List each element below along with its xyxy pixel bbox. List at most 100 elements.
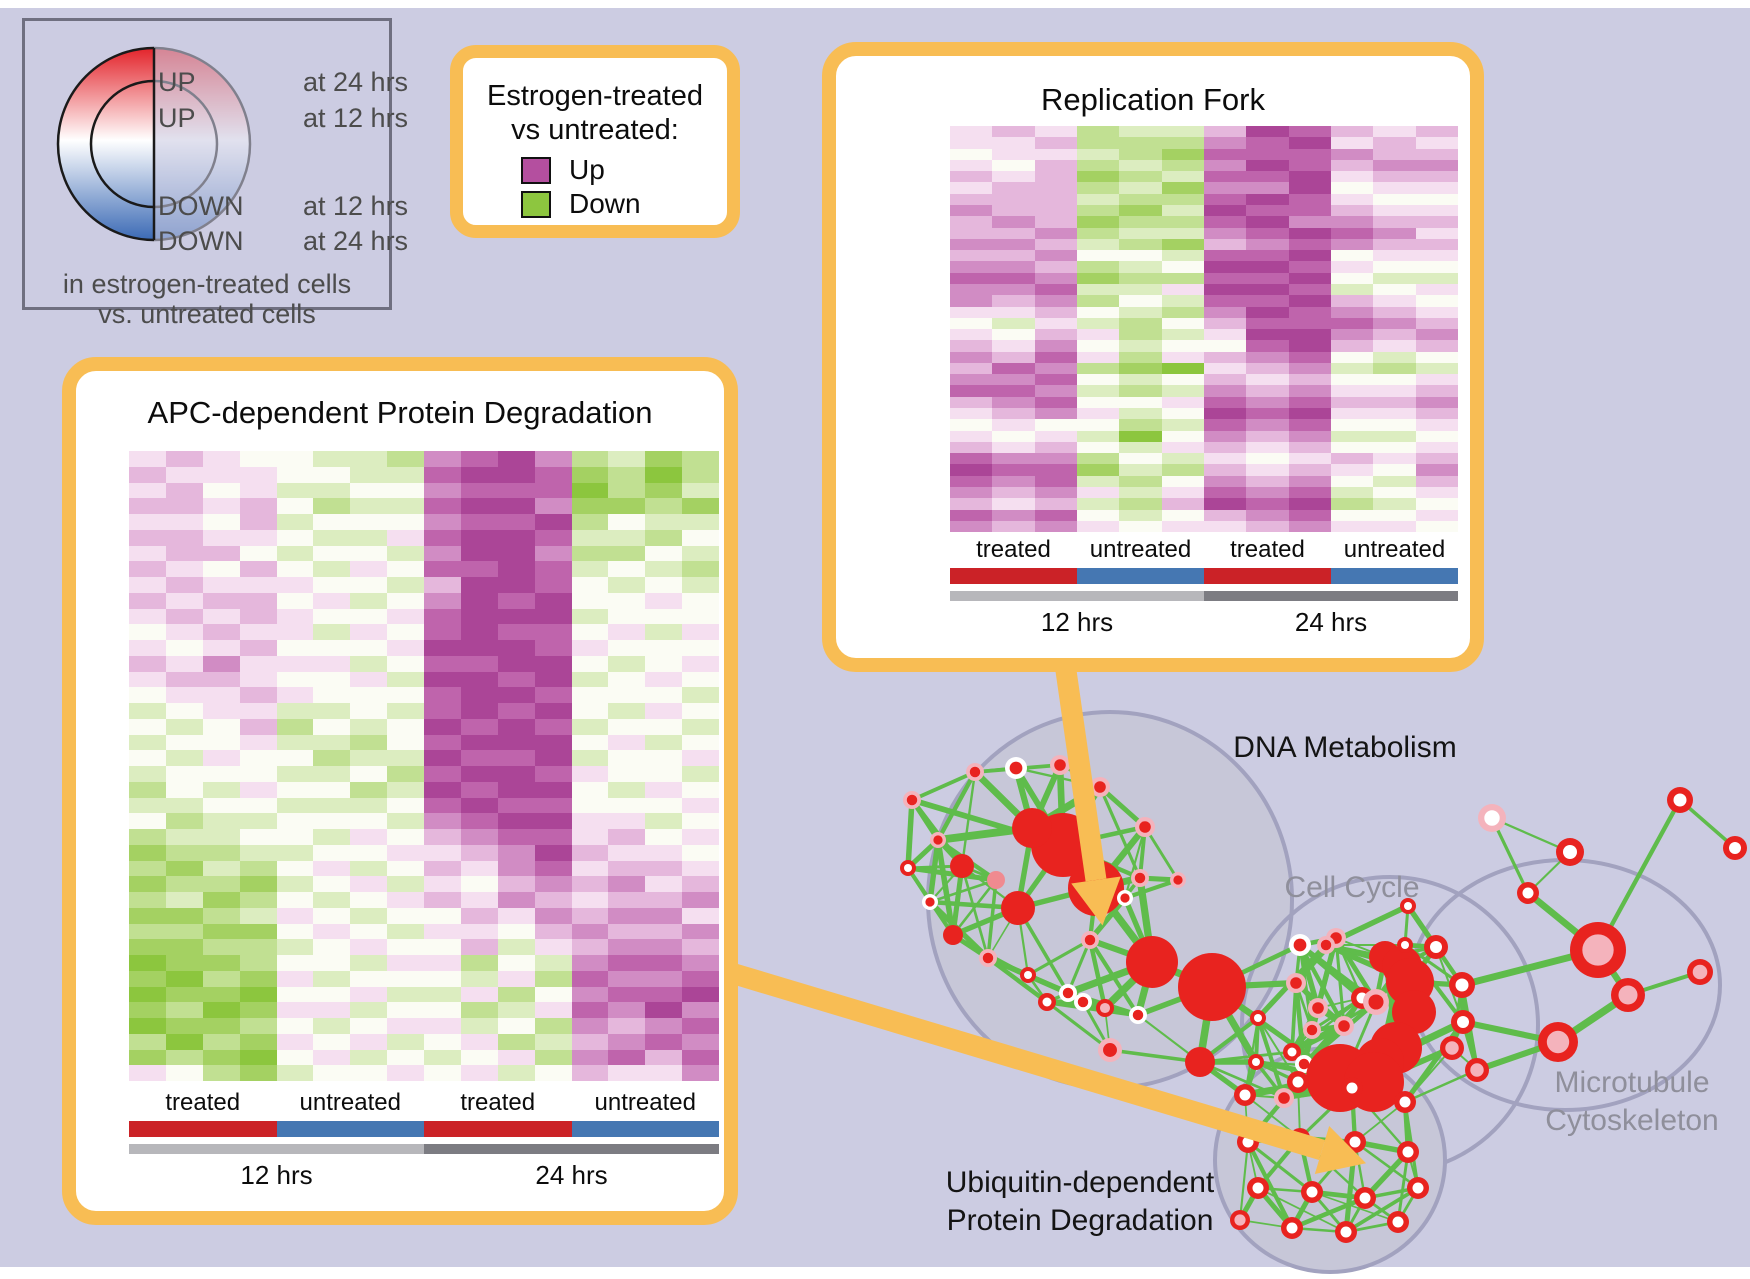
heatmap-cell: [571, 781, 609, 798]
heatmap-cell: [992, 520, 1035, 533]
heatmap-cell: [460, 1065, 498, 1081]
heatmap-cell: [129, 608, 166, 625]
heatmap-row: [129, 797, 719, 814]
heatmap-cell: [1161, 159, 1204, 172]
heatmap-cell: [165, 671, 203, 688]
heatmap-cell: [571, 970, 609, 987]
heatmap-cell: [950, 374, 993, 386]
heatmap-cell: [202, 844, 240, 861]
heatmap-cell: [682, 640, 719, 656]
heatmap-cell: [645, 451, 683, 467]
heatmap-cell: [1330, 430, 1374, 442]
heatmap-cell: [992, 306, 1035, 318]
heatmap-cell: [534, 624, 572, 640]
heatmap-cell: [387, 561, 424, 577]
heatmap-cell: [534, 687, 572, 703]
heatmap-cell: [129, 939, 166, 955]
heatmap-cell: [387, 829, 424, 845]
heatmap-cell: [1119, 408, 1162, 420]
heatmap-cell: [682, 655, 719, 672]
heatmap-cell: [1288, 340, 1331, 352]
heatmap-cell: [1330, 351, 1374, 363]
heatmap-cell: [1161, 340, 1204, 352]
heatmap-cell: [202, 640, 240, 656]
heatmap-row: [950, 430, 1458, 442]
heatmap-cell: [460, 986, 498, 1003]
network-edge: [1098, 786, 1142, 879]
heatmap-cell: [129, 876, 166, 892]
heatmap-cell: [571, 624, 609, 640]
heatmap-cell: [387, 907, 424, 924]
heatmap-cell: [350, 970, 388, 987]
heatmap-cell: [424, 970, 461, 987]
heatmap-cell: [608, 1049, 646, 1066]
heatmap-cell: [313, 781, 351, 798]
heatmap-cell: [1203, 126, 1247, 138]
heatmap-cell: [424, 844, 461, 861]
network-edge: [1124, 878, 1179, 900]
heatmap-cell: [165, 655, 203, 672]
heatmap-cell: [1203, 317, 1247, 330]
heatmap-cell: [424, 687, 461, 703]
heatmap-cell: [460, 844, 498, 861]
heatmap-cell: [276, 624, 314, 640]
heatmap-cell: [202, 592, 240, 609]
heatmap-cell: [645, 1018, 683, 1034]
heatmap-cell: [1161, 453, 1204, 465]
heatmap-cell: [424, 640, 461, 656]
heatmap-cell: [350, 608, 388, 625]
heatmap-cell: [1246, 509, 1289, 521]
heatmap-row: [950, 385, 1458, 397]
network-node-core: [1252, 1182, 1264, 1194]
heatmap-cell: [682, 671, 719, 688]
heatmap-cell: [165, 498, 203, 514]
heatmap-cell: [1415, 295, 1458, 307]
heatmap-cell: [1203, 261, 1247, 273]
heatmap-cell: [1246, 126, 1289, 138]
heatmap-cell: [1330, 283, 1374, 296]
heatmap-row: [129, 608, 719, 625]
heatmap-cell: [571, 545, 609, 562]
heatmap-cell: [608, 766, 646, 782]
heatmap-cell: [1119, 137, 1162, 149]
network-node-core: [1077, 996, 1089, 1008]
heatmap-cell: [1246, 374, 1289, 386]
heatmap-cell: [497, 829, 535, 845]
network-edge: [907, 865, 997, 883]
heatmap-cell: [1373, 295, 1416, 307]
heatmap-cell: [350, 718, 388, 735]
heatmap-cell: [165, 844, 203, 861]
ring-row-dir: UP: [158, 103, 196, 133]
heatmap-cell: [129, 545, 166, 562]
heatmap-cell: [1034, 182, 1077, 194]
heatmap-cell: [239, 498, 277, 514]
heatmap-cell: [350, 781, 388, 798]
heatmap-cell: [682, 734, 719, 751]
heatmap-cell: [387, 1002, 424, 1018]
heatmap-cell: [1034, 227, 1077, 239]
heatmap-cell: [1076, 385, 1120, 397]
heatmap-cell: [202, 451, 240, 467]
heatmap-cell: [682, 907, 719, 924]
network-node-core: [1239, 1089, 1251, 1101]
heatmap-cell: [239, 750, 277, 766]
network-node-core: [1399, 1096, 1411, 1108]
network-edge: [1291, 1000, 1377, 1054]
heatmap-row: [129, 907, 719, 924]
heatmap-cell: [497, 907, 535, 924]
heatmap-cell: [239, 640, 277, 656]
heatmap-cell: [1034, 408, 1077, 420]
heatmap-cell: [313, 766, 351, 782]
heatmap-cell: [313, 844, 351, 861]
heatmap-cell: [1034, 272, 1077, 284]
heatmap-cell: [571, 498, 609, 514]
heatmap-cell: [534, 923, 572, 940]
heatmap-cell: [387, 514, 424, 530]
heatmap-cell: [129, 813, 166, 829]
heatmap-cell: [682, 498, 719, 514]
heatmap-cell: [1288, 487, 1331, 499]
heatmap-cell: [460, 624, 498, 640]
heatmap-cell: [387, 939, 424, 955]
network-node-core: [1338, 1020, 1350, 1032]
heatmap-cell: [608, 813, 646, 829]
